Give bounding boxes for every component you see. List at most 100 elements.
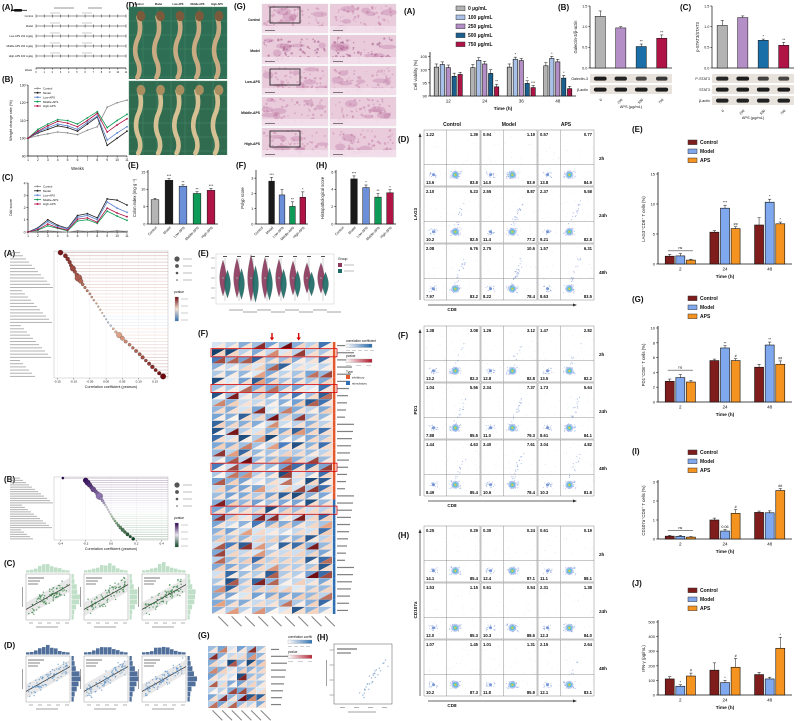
svg-text:0.06: 0.06 bbox=[721, 525, 728, 529]
svg-text:6.31: 6.31 bbox=[584, 246, 593, 251]
svg-text:1.57: 1.57 bbox=[540, 246, 549, 251]
svg-text:***: *** bbox=[209, 184, 214, 188]
svg-text:*: * bbox=[769, 195, 771, 199]
panel-a2-cell-viability-bars: (A) 0 µg/mL 100 µg/mL 250 µg/mL 500 µg/mL 750… bbox=[398, 0, 584, 122]
svg-text:2: 2 bbox=[653, 499, 656, 504]
svg-text:*: * bbox=[724, 676, 726, 680]
svg-text:13.5: 13.5 bbox=[540, 376, 549, 381]
svg-text:48h: 48h bbox=[599, 270, 607, 275]
panel-b3-correlation-lollipop: (B) -0.4 -0.2 0.0 0.2 0.4 Correlation coeffici… bbox=[2, 472, 198, 558]
svg-text:6.76: 6.76 bbox=[470, 246, 479, 251]
svg-text:High-APS: High-APS bbox=[244, 142, 260, 146]
svg-text:11: 11 bbox=[125, 234, 129, 238]
svg-text:84.1: 84.1 bbox=[584, 433, 593, 438]
svg-text:3.04: 3.04 bbox=[540, 442, 549, 447]
svg-text:Time (h): Time (h) bbox=[494, 106, 513, 112]
svg-text:1.0: 1.0 bbox=[582, 25, 587, 29]
svg-text:13.2: 13.2 bbox=[426, 376, 435, 381]
svg-text:*: * bbox=[563, 71, 565, 75]
svg-text:9: 9 bbox=[106, 158, 108, 162]
svg-text:83.5: 83.5 bbox=[584, 294, 593, 299]
svg-text:Histopathological score: Histopathological score bbox=[320, 176, 325, 219]
svg-text:24h: 24h bbox=[599, 609, 607, 614]
svg-text:10: 10 bbox=[116, 71, 119, 74]
svg-text:Model: Model bbox=[700, 597, 715, 603]
svg-text:(A): (A) bbox=[4, 249, 15, 258]
svg-text:**: ** bbox=[782, 38, 785, 42]
svg-text:*: * bbox=[389, 185, 391, 189]
svg-text:5: 5 bbox=[143, 205, 145, 209]
panel-h2-flow-cd107a: (H) 0.25 0.29 14.1 85.4 0.30 0.24 12.4 87.1 0.61 0… bbox=[398, 516, 616, 721]
svg-text:Time (h): Time (h) bbox=[716, 705, 735, 711]
svg-text:0.54: 0.54 bbox=[527, 585, 536, 590]
svg-text:1.01: 1.01 bbox=[483, 642, 492, 647]
svg-text:6: 6 bbox=[77, 158, 79, 162]
svg-text:48: 48 bbox=[767, 542, 773, 547]
svg-text:3: 3 bbox=[60, 71, 62, 74]
svg-text:10.6: 10.6 bbox=[527, 246, 536, 251]
svg-text:130: 130 bbox=[20, 83, 26, 87]
svg-text:8.22: 8.22 bbox=[483, 294, 492, 299]
svg-text:-0.4: -0.4 bbox=[58, 542, 64, 546]
svg-text:3: 3 bbox=[24, 194, 26, 198]
chart-canvas: (A) 0 µg/mL 100 µg/mL 250 µg/mL 500 µg/mL 750… bbox=[404, 5, 576, 112]
svg-text:(G): (G) bbox=[632, 295, 644, 304]
svg-text:2h: 2h bbox=[599, 552, 605, 557]
svg-text:250: 250 bbox=[739, 109, 746, 116]
svg-text:4.82: 4.82 bbox=[584, 442, 593, 447]
svg-text:24h: 24h bbox=[599, 213, 607, 218]
svg-text:2: 2 bbox=[331, 205, 333, 209]
svg-text:1.0: 1.0 bbox=[704, 25, 709, 29]
svg-text:0.29: 0.29 bbox=[470, 528, 479, 533]
svg-text:0.61: 0.61 bbox=[540, 528, 549, 533]
chart-canvas: (E) Control Model APS 0 5 10 15 LAG3⁺CD8⁺ T cell… bbox=[632, 125, 792, 280]
chart-canvas: (G) Control Model Low-APS Middle-APS High-APS bbox=[234, 2, 397, 158]
svg-text:-0.10: -0.10 bbox=[70, 380, 77, 384]
panel-g2-pd1-bars: (G) Control Model APS 0 2 4 6 8 10 PD1⁺CD8⁺ T cell… bbox=[626, 288, 800, 428]
svg-text:48: 48 bbox=[767, 405, 773, 410]
svg-text:2: 2 bbox=[653, 385, 656, 390]
svg-text:84.9: 84.9 bbox=[584, 180, 593, 185]
svg-text:Model: Model bbox=[700, 459, 715, 465]
svg-text:CD8: CD8 bbox=[447, 703, 457, 708]
panel-f2-flow-pd1: (F) 1.38 3.08 13.2 82.3 1.26 3.12 12.8 82.8 1.47 2… bbox=[398, 316, 616, 516]
svg-text:82.3: 82.3 bbox=[470, 376, 479, 381]
svg-text:82.2: 82.2 bbox=[584, 376, 593, 381]
svg-text:*: * bbox=[763, 35, 765, 39]
svg-text:79.3: 79.3 bbox=[527, 433, 536, 438]
svg-text:8: 8 bbox=[653, 340, 656, 345]
svg-text:##: ## bbox=[778, 484, 783, 488]
svg-text:High-APS: High-APS bbox=[43, 104, 56, 108]
svg-text:48h: 48h bbox=[599, 666, 607, 671]
svg-text:8: 8 bbox=[96, 234, 98, 238]
panel-b2-galectin3-blot-bars: (B) 0.0 0.5 1.0 1.5 Galectin-3/β-actin ** ** Gal… bbox=[556, 0, 678, 124]
svg-text:7.97: 7.97 bbox=[426, 294, 435, 299]
svg-text:10.3: 10.3 bbox=[540, 490, 549, 495]
svg-text:7: 7 bbox=[93, 71, 95, 74]
svg-text:2h: 2h bbox=[599, 352, 605, 357]
svg-text:2.10: 2.10 bbox=[426, 189, 435, 194]
svg-text:120: 120 bbox=[20, 101, 26, 105]
svg-text:0.10: 0.10 bbox=[136, 380, 142, 384]
svg-text:0.0: 0.0 bbox=[109, 542, 114, 546]
svg-text:0.57: 0.57 bbox=[540, 132, 549, 137]
svg-text:*: * bbox=[780, 633, 782, 637]
svg-text:1.38: 1.38 bbox=[426, 328, 435, 333]
svg-text:11.4: 11.4 bbox=[483, 237, 492, 242]
svg-text:1.19: 1.19 bbox=[527, 132, 536, 137]
panel-d3-scatter-trio-blue: (D) bbox=[2, 638, 198, 721]
svg-text:Control: Control bbox=[248, 18, 260, 22]
svg-text:83.1: 83.1 bbox=[584, 690, 593, 695]
svg-text:90: 90 bbox=[22, 154, 26, 158]
chart-canvas: (J) Control Model APS 0 100 200 300 400 500 IFN-γ … bbox=[632, 579, 792, 711]
chart-canvas: (B) -0.4 -0.2 0.0 0.2 0.4 Correlation coeffici… bbox=[4, 475, 192, 551]
svg-text:500: 500 bbox=[759, 109, 766, 116]
svg-text:1: 1 bbox=[251, 207, 253, 211]
svg-text:1.22: 1.22 bbox=[426, 132, 435, 137]
svg-text:0.05: 0.05 bbox=[119, 380, 125, 384]
svg-text:Model: Model bbox=[26, 24, 33, 28]
svg-text:#: # bbox=[690, 669, 693, 673]
svg-text:24: 24 bbox=[722, 542, 728, 547]
svg-text:1: 1 bbox=[653, 518, 656, 523]
svg-text:**: ** bbox=[660, 30, 663, 34]
